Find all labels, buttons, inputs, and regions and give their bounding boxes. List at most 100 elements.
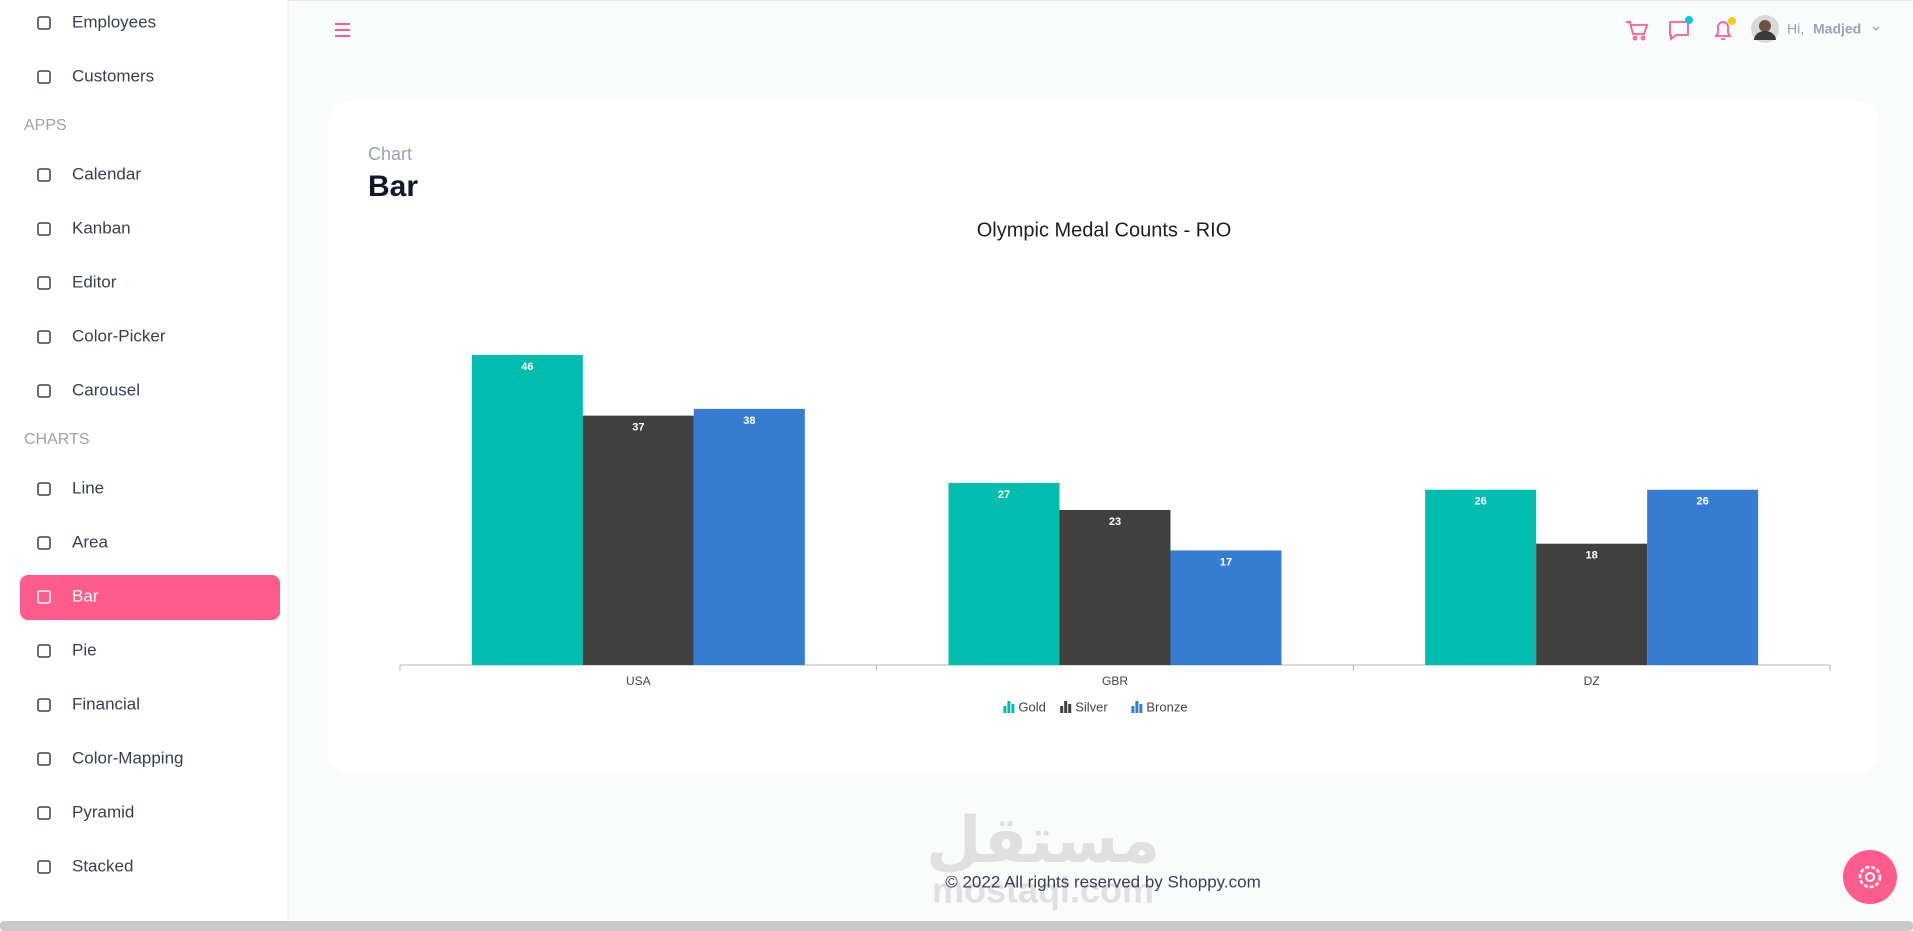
nav-item[interactable]: Color-Mapping — [37, 748, 184, 767]
nav-label: Employees — [72, 12, 156, 31]
nav-icon — [37, 860, 51, 874]
nav-item[interactable]: Calendar — [37, 164, 141, 183]
legend-swatch — [1011, 704, 1015, 713]
nav-item-highlight — [20, 575, 280, 620]
menu-button[interactable] — [335, 23, 350, 37]
cart-button[interactable] — [1626, 21, 1649, 41]
scrollbar — [0, 921, 1913, 931]
notification-button[interactable] — [1714, 17, 1736, 40]
bar — [582, 415, 694, 665]
data-label: 26 — [1475, 496, 1487, 508]
nav-icon — [37, 806, 51, 820]
nav-label: Bar — [72, 586, 99, 605]
legend-swatch — [1139, 704, 1143, 713]
nav-item[interactable]: Financial — [37, 694, 140, 713]
nav-label: Financial — [72, 694, 140, 713]
nav-item[interactable]: Customers — [37, 66, 154, 85]
legend-swatch — [1003, 706, 1007, 713]
chat-button[interactable] — [1669, 16, 1693, 41]
settings-button[interactable] — [1843, 850, 1897, 904]
nav-label: Pyramid — [72, 802, 134, 821]
x-tick-label: USA — [626, 674, 651, 688]
bar — [948, 483, 1060, 665]
nav-label: Pie — [72, 640, 97, 659]
data-label: 27 — [998, 489, 1010, 501]
nav-icon — [37, 698, 51, 712]
legend-swatch — [1135, 701, 1139, 713]
nav-icon — [37, 16, 51, 30]
x-tick-label: DZ — [1584, 674, 1600, 688]
nav-heading: APPS — [24, 117, 67, 134]
legend-item[interactable]: Bronze — [1131, 699, 1188, 714]
nav-label: Calendar — [72, 164, 141, 183]
legend-label: Silver — [1075, 699, 1108, 714]
legend-swatch — [1007, 701, 1011, 713]
nav-icon — [37, 536, 51, 550]
x-tick-label: GBR — [1102, 674, 1128, 688]
watermark-arabic: مستقل — [926, 804, 1160, 876]
nav-label: Area — [72, 532, 108, 551]
legend-item[interactable]: Gold — [1003, 699, 1046, 714]
nav-label: Customers — [72, 66, 154, 85]
nav-icon — [37, 330, 51, 344]
legend-swatch — [1131, 706, 1135, 713]
nav-icon — [37, 384, 51, 398]
data-label: 17 — [1220, 556, 1232, 568]
user-name: Madjed — [1813, 21, 1861, 37]
data-label: 46 — [521, 361, 533, 373]
data-label: 38 — [743, 415, 755, 427]
chart-title: Olympic Medal Counts - RIO — [977, 219, 1232, 241]
nav-item[interactable]: Carousel — [37, 380, 140, 399]
nav-icon — [37, 752, 51, 766]
nav-item[interactable]: Kanban — [37, 218, 131, 237]
nav-icon — [37, 482, 51, 496]
bar — [1536, 543, 1648, 665]
nav-label: Color-Picker — [72, 326, 166, 345]
nav-icon — [37, 222, 51, 236]
nav-item[interactable]: Pyramid — [37, 802, 134, 821]
nav-label: Carousel — [72, 380, 140, 399]
nav-icon — [37, 590, 51, 604]
legend-item[interactable]: Silver — [1060, 699, 1108, 714]
nav-item[interactable]: Pie — [37, 640, 97, 659]
footer-text: © 2022 All rights reserved by Shoppy.com — [945, 872, 1261, 891]
legend-swatch — [1068, 704, 1072, 713]
legend-label: Bronze — [1146, 699, 1187, 714]
sidebar-nav: Employees Customers APPS Calendar Kanban Edit… — [20, 12, 280, 875]
data-label: 23 — [1109, 516, 1121, 528]
bar — [1647, 489, 1759, 665]
legend-swatch — [1060, 706, 1064, 713]
nav-label: Kanban — [72, 218, 131, 237]
chart: 46 37 38 USA 27 23 17 GBR 26 18 26 DZ Gold Silver Bron… — [399, 354, 1831, 714]
nav-item[interactable]: Stacked — [37, 856, 133, 875]
nav-label: Color-Mapping — [72, 748, 184, 767]
nav-item[interactable]: Editor — [37, 272, 117, 291]
greeting: Hi, — [1787, 21, 1804, 37]
legend-swatch — [1064, 701, 1068, 713]
bar — [1425, 489, 1537, 665]
watermark-latin: mostaql.com — [932, 870, 1154, 911]
bar — [693, 408, 805, 665]
nav-item[interactable]: Line — [37, 478, 104, 497]
nav-icon — [37, 276, 51, 290]
data-label: 18 — [1586, 550, 1598, 562]
profile-button[interactable]: Hi, Madjed — [1751, 15, 1880, 43]
nav-item[interactable]: Area — [37, 532, 108, 551]
nav-icon — [37, 644, 51, 658]
data-label: 26 — [1697, 496, 1709, 508]
nav-item[interactable]: Color-Picker — [37, 326, 166, 345]
sidebar — [0, 0, 288, 931]
nav-item[interactable]: Bar — [20, 575, 280, 620]
nav-heading: CHARTS — [24, 431, 90, 448]
nav-icon — [37, 70, 51, 84]
nav-label: Stacked — [72, 856, 133, 875]
nav-item[interactable]: Employees — [37, 12, 156, 31]
card-category: Chart — [368, 144, 412, 164]
nav-label: Editor — [72, 272, 117, 291]
legend-label: Gold — [1018, 699, 1045, 714]
bar — [471, 354, 583, 665]
bar — [1170, 550, 1282, 665]
nav-label: Line — [72, 478, 104, 497]
bar — [1059, 509, 1171, 665]
